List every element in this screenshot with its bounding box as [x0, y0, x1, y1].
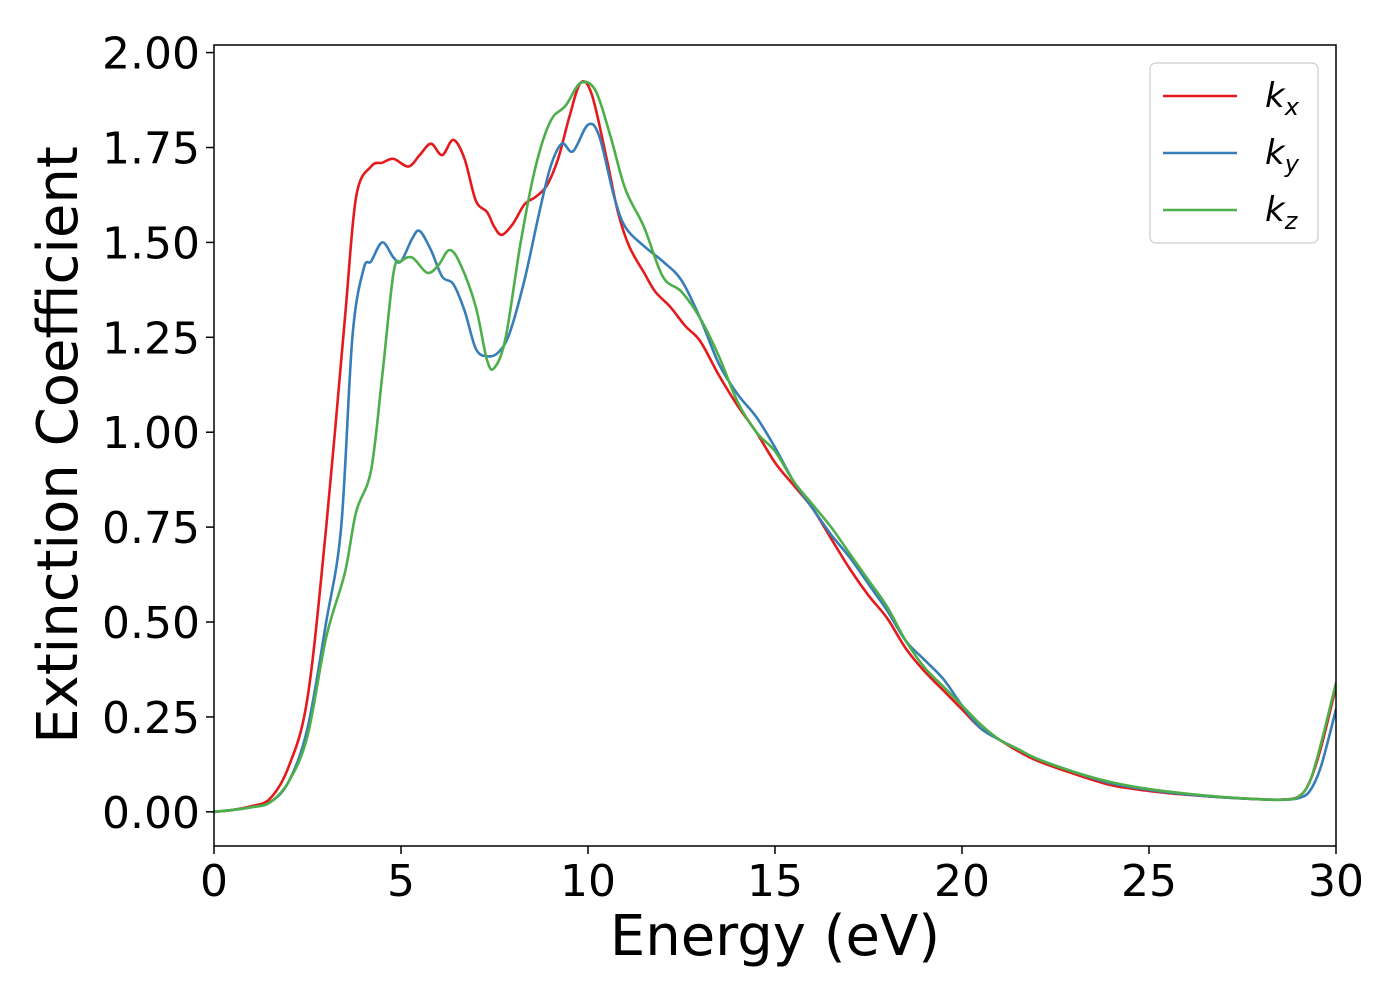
series-line-k-x [214, 80, 1336, 814]
x-tick-label: 0 [200, 856, 228, 907]
series-layer [214, 80, 1336, 814]
x-tick-label: 25 [1121, 856, 1177, 907]
y-tick-label: 1.00 [102, 408, 200, 459]
y-tick-label: 1.50 [102, 218, 200, 269]
y-tick-label: 0.50 [102, 598, 200, 649]
x-tick-label: 30 [1308, 856, 1364, 907]
y-tick-label: 0.00 [102, 788, 200, 839]
x-tick-label: 10 [560, 856, 616, 907]
legend-label-k-y: ky [1265, 133, 1300, 178]
y-tick-label: 2.00 [102, 29, 200, 80]
y-tick-label: 1.25 [102, 313, 200, 364]
legend-label-k-x: kx [1265, 76, 1300, 121]
y-tick-label: 1.75 [102, 123, 200, 174]
y-axis-ticks: 0.00 0.25 0.50 0.75 1.00 1.25 1.50 1.75 2.00 [102, 29, 214, 839]
legend: kx ky kz [1149, 62, 1319, 244]
y-tick-label: 0.25 [102, 693, 200, 744]
x-tick-label: 5 [387, 856, 415, 907]
y-tick-label: 0.75 [102, 503, 200, 554]
x-tick-label: 20 [934, 856, 990, 907]
x-tick-label: 15 [747, 856, 803, 907]
x-axis-ticks: 0 5 10 15 20 25 30 [200, 846, 1364, 907]
y-axis-label: Extinction Coefficient [26, 146, 91, 744]
series-line-k-z [214, 80, 1336, 814]
x-axis-label: Energy (eV) [610, 904, 940, 969]
legend-label-k-z: kz [1265, 190, 1299, 235]
